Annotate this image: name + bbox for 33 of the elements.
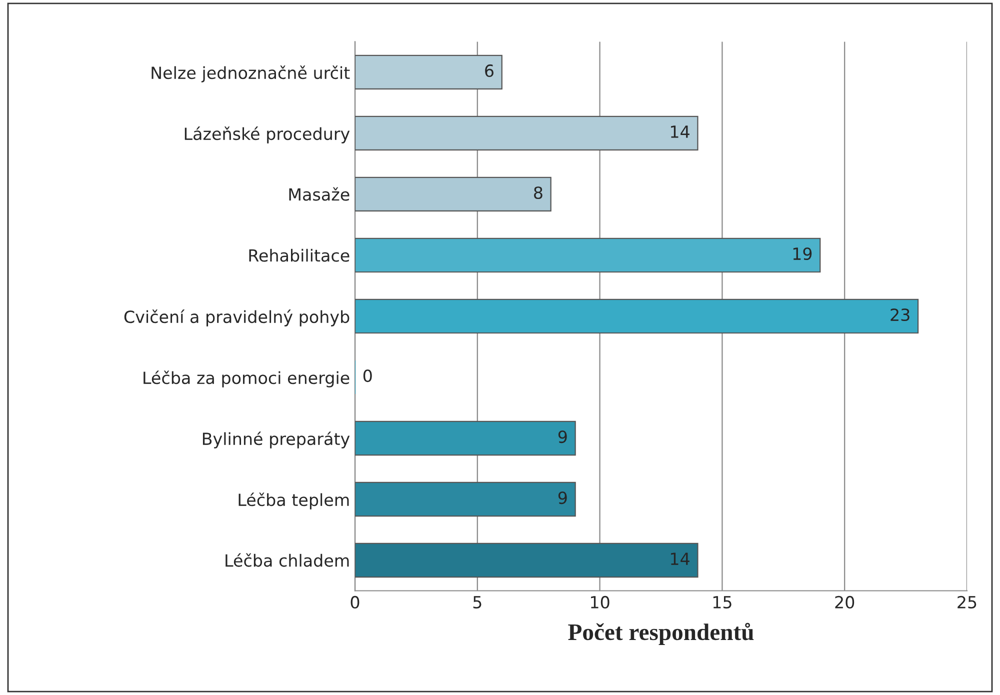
x-tick-label: 10 — [591, 596, 610, 609]
y-tick-label: Cvičení a pravidelný pohyb — [124, 310, 350, 326]
x-tick-label: 5 — [473, 596, 482, 609]
y-tick-label: Lázeňské procedury — [184, 126, 350, 144]
y-tick-label: Rehabilitace — [249, 248, 350, 262]
data-label: 14 — [671, 126, 690, 138]
bar — [355, 238, 821, 273]
bar — [355, 54, 502, 90]
data-label: 9 — [558, 491, 567, 504]
bar — [355, 176, 552, 212]
data-label: 9 — [558, 430, 567, 444]
x-tick-label: 0 — [350, 596, 360, 609]
bar — [355, 420, 576, 456]
x-tick-label: 15 — [713, 596, 732, 609]
data-label: 19 — [793, 247, 812, 260]
bar — [355, 298, 919, 334]
bar — [355, 116, 698, 151]
y-tick-label: Léčba za pomoci energie — [144, 370, 350, 388]
data-label: 6 — [485, 64, 494, 78]
y-tick-label: Nelze jednoznačně určit — [152, 66, 350, 82]
x-tick-label: 25 — [958, 596, 976, 609]
y-tick-label: Léčba chladem — [226, 553, 349, 567]
y-tick-label: Léčba teplem — [238, 492, 349, 510]
x-axis-title: Počet respondentů — [568, 622, 754, 645]
data-label: 0 — [363, 369, 372, 382]
data-label: 14 — [671, 552, 690, 565]
data-label: 23 — [890, 308, 910, 322]
x-tick-label: 20 — [835, 596, 854, 609]
bar — [355, 542, 698, 578]
y-tick-label: Masaže — [289, 187, 350, 201]
y-tick-label: Bylinné preparáty — [202, 432, 350, 448]
data-label: 8 — [534, 186, 542, 200]
bar — [355, 482, 576, 517]
